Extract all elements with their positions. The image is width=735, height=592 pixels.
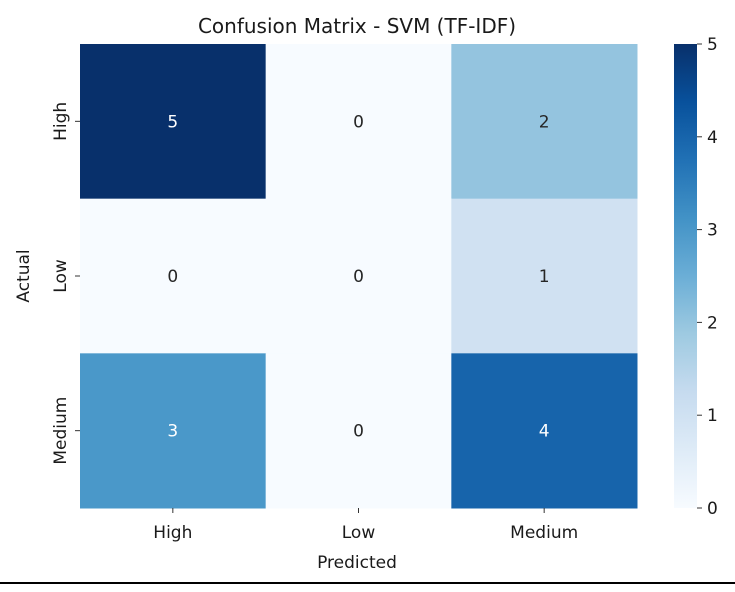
cell-annotation-1-2: 1 bbox=[539, 267, 550, 287]
x-tick-label-2: Medium bbox=[510, 523, 578, 543]
heatmap-cells bbox=[80, 44, 638, 509]
y-tick-label-2: Medium bbox=[51, 397, 71, 465]
heatmap-cell-1-0 bbox=[80, 198, 267, 354]
x-tick-label-0: High bbox=[153, 523, 192, 543]
y-tick-label-0: High bbox=[51, 102, 71, 141]
colorbar bbox=[674, 44, 697, 508]
heatmap-cell-1-1 bbox=[265, 198, 452, 354]
heatmap-cell-2-1 bbox=[265, 353, 452, 509]
colorbar-tick-label-0: 0 bbox=[707, 499, 718, 519]
x-tick-label-1: Low bbox=[342, 523, 376, 543]
heatmap-cell-0-0 bbox=[80, 44, 267, 200]
bottom-divider bbox=[0, 582, 735, 584]
heatmap-cell-2-2 bbox=[451, 353, 638, 509]
heatmap-cell-2-0 bbox=[80, 353, 267, 509]
colorbar-tick-label-3: 3 bbox=[707, 221, 718, 241]
y-tick-label-1: Low bbox=[51, 259, 71, 293]
cell-annotation-1-0: 0 bbox=[167, 267, 178, 287]
heatmap-cell-0-1 bbox=[265, 44, 452, 200]
chart-title: Confusion Matrix - SVM (TF-IDF) bbox=[198, 14, 516, 38]
cell-annotation-1-1: 0 bbox=[353, 267, 364, 287]
cell-annotation-2-1: 0 bbox=[353, 422, 364, 442]
x-axis-label: Predicted bbox=[317, 553, 397, 573]
colorbar-tick-label-4: 4 bbox=[707, 128, 718, 148]
cell-annotation-0-1: 0 bbox=[353, 112, 364, 132]
colorbar-tick-label-1: 1 bbox=[707, 406, 718, 426]
y-axis-label: Actual bbox=[14, 249, 34, 302]
heatmap-cell-0-2 bbox=[451, 44, 638, 200]
x-axis-ticks: High Low Medium bbox=[153, 508, 578, 543]
cell-annotation-0-2: 2 bbox=[539, 112, 550, 132]
colorbar-ticks: 0 1 2 3 4 5 bbox=[697, 35, 718, 519]
heatmap-annotations: 5 0 2 0 0 1 3 0 4 bbox=[167, 112, 549, 441]
cell-annotation-2-2: 4 bbox=[539, 422, 550, 442]
colorbar-tick-label-2: 2 bbox=[707, 313, 718, 333]
cell-annotation-0-0: 5 bbox=[167, 112, 178, 132]
cell-annotation-2-0: 3 bbox=[167, 422, 178, 442]
y-axis-ticks: High Low Medium bbox=[51, 102, 80, 465]
heatmap-cell-1-2 bbox=[451, 198, 638, 354]
colorbar-tick-label-5: 5 bbox=[707, 35, 718, 55]
